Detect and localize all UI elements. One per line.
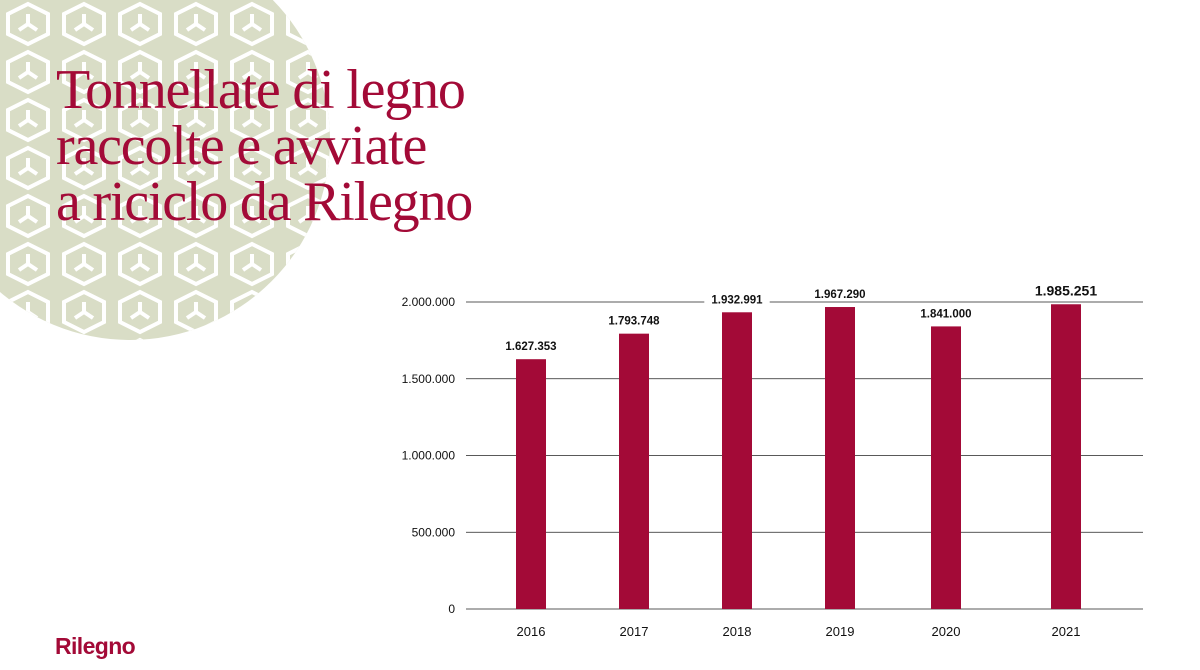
y-tick-label: 1.500.000 [402, 372, 456, 386]
chart-bars [498, 282, 1106, 609]
title-line-1: Tonnellate di legno [56, 59, 466, 121]
value-label-background [1026, 282, 1106, 299]
value-label-background [704, 290, 770, 307]
y-tick-label: 2.000.000 [402, 295, 456, 309]
value-label-background [601, 311, 667, 328]
bar-2021 [1051, 304, 1081, 609]
chart-labels: 0 500.000 1.000.000 1.500.000 2.000.000 1.627… [402, 282, 1098, 639]
bar-2018 [722, 312, 752, 609]
bar-2016 [516, 359, 546, 609]
y-tick-label: 0 [448, 602, 455, 616]
page-title: Tonnellate di legno raccolte e avviate a… [56, 59, 473, 233]
bar-2017 [619, 333, 649, 609]
value-label: 1.967.290 [814, 289, 865, 301]
x-tick-label: 2016 [517, 624, 546, 639]
rilegno-logo: Rilegno [55, 633, 136, 659]
bar-2020 [931, 326, 961, 609]
x-tick-label: 2021 [1052, 624, 1081, 639]
x-tick-label: 2018 [723, 624, 752, 639]
value-label-background [498, 337, 564, 354]
title-line-2: raccolte e avviate [56, 115, 427, 177]
y-tick-label: 500.000 [412, 525, 456, 539]
value-label-background [913, 304, 979, 321]
x-tick-label: 2019 [826, 624, 855, 639]
value-label: 1.932.991 [711, 294, 763, 306]
x-tick-label: 2020 [932, 624, 961, 639]
x-tick-label: 2017 [620, 624, 649, 639]
value-label: 1.985.251 [1035, 282, 1097, 298]
chart-gridlines [466, 301, 1143, 610]
y-tick-label: 1.000.000 [402, 449, 456, 463]
value-label: 1.841.000 [920, 308, 971, 320]
value-label-background [807, 285, 873, 302]
value-label: 1.793.748 [608, 316, 660, 328]
value-label: 1.627.353 [505, 341, 556, 353]
title-line-3: a riciclo da Rilegno [56, 171, 473, 233]
bar-2019 [825, 307, 855, 609]
